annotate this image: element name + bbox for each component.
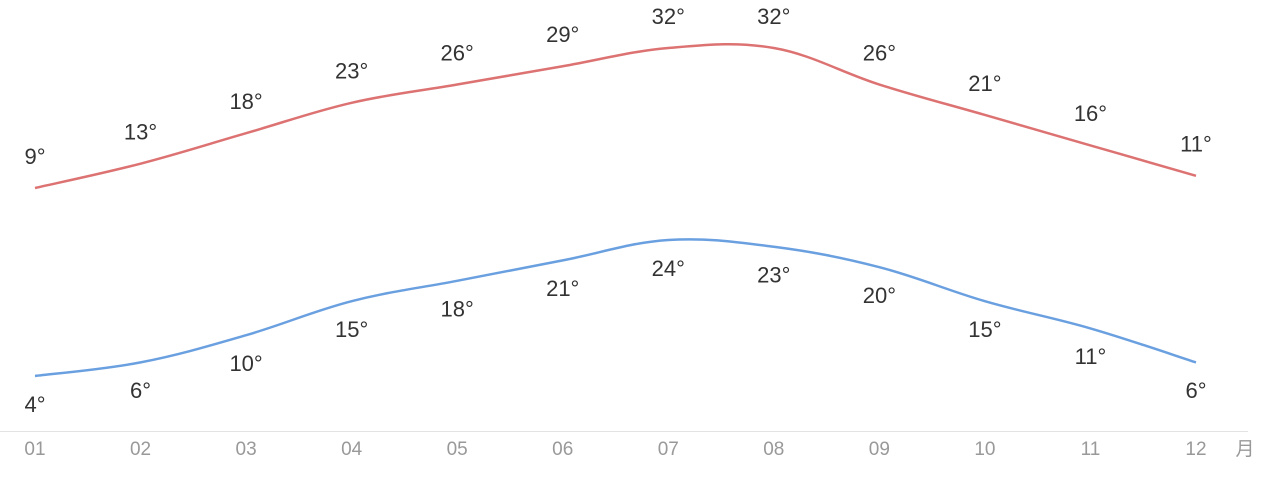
value-label: 21° bbox=[546, 276, 579, 301]
x-tick-label: 07 bbox=[658, 439, 679, 460]
value-label: 6° bbox=[1185, 378, 1206, 403]
line-low bbox=[34, 238, 1197, 378]
value-label: 6° bbox=[130, 378, 151, 403]
value-label: 16° bbox=[1074, 101, 1107, 126]
value-label: 20° bbox=[863, 283, 896, 308]
x-tick-label: 10 bbox=[974, 439, 995, 460]
x-tick-label: 01 bbox=[24, 439, 45, 460]
x-tick-label: 06 bbox=[552, 439, 573, 460]
value-label: 23° bbox=[757, 263, 790, 288]
x-tick-label: 02 bbox=[130, 439, 151, 460]
x-tick-label: 05 bbox=[447, 439, 468, 460]
value-label: 13° bbox=[124, 119, 157, 144]
value-label: 4° bbox=[24, 392, 45, 417]
value-label: 21° bbox=[968, 71, 1001, 96]
x-tick-label: 11 bbox=[1081, 439, 1101, 460]
x-tick-label: 09 bbox=[869, 439, 890, 460]
value-label: 32° bbox=[757, 4, 790, 29]
x-tick-label: 03 bbox=[236, 439, 257, 460]
value-label: 32° bbox=[652, 4, 685, 29]
value-label: 11° bbox=[1180, 132, 1212, 157]
x-tick-label: 12 bbox=[1185, 439, 1206, 460]
value-label: 15° bbox=[335, 317, 368, 342]
x-tick-label: 04 bbox=[341, 439, 363, 460]
value-label: 9° bbox=[24, 144, 45, 169]
value-label: 18° bbox=[229, 89, 262, 114]
value-label: 23° bbox=[335, 59, 368, 84]
value-label: 26° bbox=[441, 40, 474, 65]
value-label: 26° bbox=[863, 40, 896, 65]
line-high bbox=[34, 42, 1197, 190]
x-axis-label: 月 bbox=[1235, 439, 1254, 460]
value-label: 29° bbox=[546, 22, 579, 47]
value-label: 24° bbox=[652, 256, 685, 281]
value-label: 11° bbox=[1075, 344, 1107, 369]
value-label: 18° bbox=[441, 297, 474, 322]
x-tick-label: 08 bbox=[763, 439, 784, 460]
value-label: 15° bbox=[968, 317, 1001, 342]
value-label: 10° bbox=[229, 351, 262, 376]
